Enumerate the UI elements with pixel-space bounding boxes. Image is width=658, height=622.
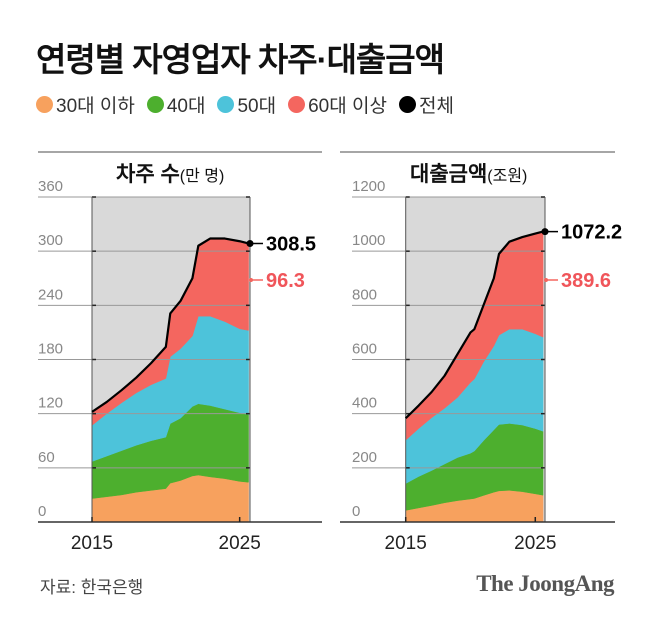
- chart-title: 연령별 자영업자 차주·대출금액: [36, 41, 445, 78]
- legend-swatch: [36, 96, 53, 113]
- y-tick-label: 0: [352, 503, 360, 520]
- legend-swatch: [288, 96, 306, 113]
- total-line: [91, 237, 249, 413]
- y-tick-label: 180: [38, 341, 63, 358]
- legend-item-50s: 50대: [217, 91, 276, 118]
- panel-unit: (만 명): [179, 168, 225, 185]
- y-tick-label: 360: [38, 178, 63, 195]
- y-tick-label: 300: [38, 232, 63, 249]
- x-tick-label: 2015: [71, 533, 113, 554]
- legend-swatch: [398, 96, 416, 113]
- panel-title-loans: 대출금액(조원): [410, 158, 527, 188]
- source-note: 자료: 한국은행: [40, 578, 144, 597]
- legend-item-under30: 30대 이하: [36, 91, 135, 118]
- publisher-logo: The JoongAng: [476, 571, 614, 596]
- legend: 30대 이하 40대 50대 60대 이상 전체: [36, 91, 454, 118]
- senior-value-label: 389.6: [561, 270, 611, 292]
- legend-swatch: [146, 96, 164, 113]
- total-line: [404, 230, 544, 420]
- chart-panel-1: 0 60 120 180 240 300 360 2015 2025 308.5 96.3: [38, 151, 322, 554]
- panel-title-text: 대출금액: [410, 163, 488, 186]
- legend-label: 전체: [418, 96, 454, 117]
- total-value-label: 1072.2: [561, 222, 622, 244]
- panel-unit: (조원): [487, 168, 528, 185]
- x-tick-label: 2025: [514, 533, 556, 554]
- y-tick-label: 400: [352, 395, 377, 412]
- y-tick-label: 1200: [352, 178, 385, 195]
- panel-title-text: 차주 수: [116, 163, 180, 186]
- x-tick-label: 2015: [385, 533, 427, 554]
- y-tick-label: 120: [38, 395, 63, 412]
- y-tick-label: 1000: [352, 232, 385, 249]
- y-tick-label: 60: [38, 449, 55, 466]
- panel-title-borrowers: 차주 수(만 명): [116, 158, 224, 188]
- y-tick-label: 0: [38, 503, 46, 520]
- total-value-label: 308.5: [266, 233, 316, 255]
- y-tick-label: 800: [352, 286, 377, 303]
- legend-item-40s: 40대: [146, 91, 206, 118]
- y-tick-label: 600: [352, 341, 377, 358]
- legend-item-60plus: 60대 이상: [288, 91, 387, 118]
- legend-label: 60대 이상: [308, 96, 387, 117]
- chart-panel-2: 0 200 400 600 800 1000 1200 2015 2025 1072.2 389.6: [340, 151, 622, 554]
- legend-label: 30대 이하: [56, 96, 135, 117]
- legend-label: 50대: [237, 96, 277, 117]
- senior-value-label: 96.3: [266, 270, 305, 292]
- legend-swatch: [217, 96, 235, 113]
- y-tick-label: 240: [38, 286, 63, 303]
- legend-item-total: 전체: [398, 91, 454, 118]
- y-tick-label: 200: [352, 449, 377, 466]
- x-tick-label: 2025: [219, 533, 261, 554]
- legend-label: 40대: [166, 96, 206, 117]
